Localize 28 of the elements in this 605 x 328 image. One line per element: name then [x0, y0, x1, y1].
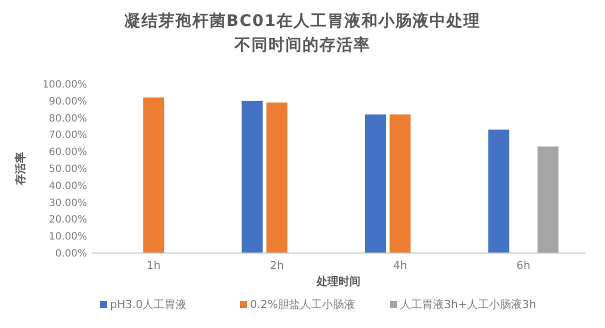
- bar: [538, 146, 558, 253]
- legend-label: 人工胃液3h+人工小肠液3h: [400, 298, 536, 311]
- y-tick-label: 90.00%: [48, 96, 87, 108]
- y-tick-label: 100.00%: [42, 80, 87, 90]
- y-tick-label: 20.00%: [48, 214, 87, 226]
- x-tick-label: 6h: [516, 259, 530, 272]
- y-tick-label: 10.00%: [48, 232, 87, 243]
- bar: [365, 114, 386, 253]
- bar: [266, 102, 288, 253]
- y-axis-title: 存活率: [14, 152, 27, 186]
- x-tick-label: 1h: [146, 259, 161, 272]
- chart-title: 凝结芽孢杆菌BC01在人工胃液和小肠液中处理不同时间的存活率: [124, 11, 481, 54]
- bar: [390, 114, 411, 253]
- y-tick-label: 70.00%: [48, 130, 87, 142]
- legend-label: pH3.0人工胃液: [110, 298, 187, 311]
- legend-label: 0.2%胆盐人工小肠液: [250, 298, 355, 311]
- x-tick-label: 2h: [270, 259, 284, 272]
- y-tick-label: 30.00%: [48, 198, 87, 209]
- y-tick-label: 60.00%: [48, 147, 87, 158]
- x-tick-label: 4h: [393, 259, 408, 272]
- y-tick-label: 80.00%: [48, 113, 87, 124]
- bar: [488, 130, 510, 253]
- y-tick-label: 0.00%: [55, 248, 87, 260]
- y-tick-label: 40.00%: [48, 180, 87, 192]
- x-axis-title: 处理时间: [316, 275, 360, 288]
- bar: [143, 98, 164, 253]
- y-tick-label: 50.00%: [48, 164, 87, 175]
- bar: [242, 100, 263, 253]
